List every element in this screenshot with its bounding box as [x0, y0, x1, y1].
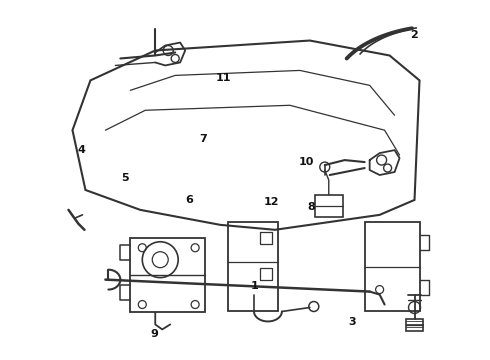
- Bar: [130, 238, 205, 312]
- Bar: [228, 222, 278, 311]
- Text: 4: 4: [77, 144, 85, 154]
- Text: 11: 11: [215, 73, 231, 83]
- Bar: [365, 222, 419, 311]
- Text: 3: 3: [349, 317, 356, 327]
- Text: 7: 7: [199, 134, 207, 144]
- Text: 10: 10: [298, 157, 314, 167]
- Text: 9: 9: [150, 329, 159, 339]
- Text: 8: 8: [307, 202, 315, 212]
- Bar: [315, 195, 343, 217]
- Text: 12: 12: [264, 197, 280, 207]
- Text: 2: 2: [410, 30, 417, 40]
- Text: 6: 6: [185, 195, 193, 205]
- Bar: [406, 319, 423, 332]
- Text: 1: 1: [251, 281, 259, 291]
- Text: 5: 5: [122, 173, 129, 183]
